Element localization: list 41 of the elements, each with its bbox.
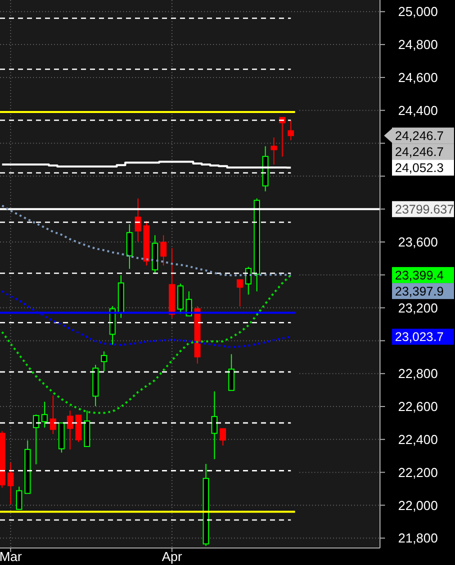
candlestick	[134, 198, 142, 242]
y-tick-label: 24,400	[398, 102, 438, 118]
candlestick	[228, 354, 235, 391]
candlestick	[7, 462, 14, 505]
x-tick-label: Mar	[0, 549, 22, 564]
text: 24,246.7	[395, 129, 444, 144]
candlestick	[177, 283, 184, 314]
candlestick	[160, 234, 167, 266]
candlestick	[126, 224, 133, 270]
ref-line-label: 23799.637	[395, 202, 454, 217]
y-tick-label: 22,000	[398, 498, 438, 513]
y-tick-label: 22,800	[398, 366, 438, 382]
text: 24,052.3	[395, 161, 444, 176]
y-tick-label: 22,600	[398, 399, 438, 414]
text: 23,399.4	[395, 268, 444, 283]
candlestick	[16, 486, 22, 510]
text: 23,397.9	[395, 284, 444, 299]
text: 24,246.7	[395, 145, 444, 160]
candlestick	[270, 137, 277, 165]
candlestick	[50, 394, 56, 434]
y-tick-label: 21,800	[398, 530, 438, 546]
candlestick	[100, 350, 108, 372]
y-tick-label: 25,000	[398, 4, 438, 20]
candlestick	[211, 390, 218, 460]
candlestick	[288, 120, 294, 141]
y-tick-label: 23,600	[398, 234, 438, 250]
y-tick-label: 24,800	[398, 37, 438, 52]
x-tick-label: Apr	[162, 549, 183, 564]
y-tick-label: 22,200	[398, 464, 438, 480]
y-tick-label: 22,400	[398, 432, 438, 447]
candlestick	[220, 428, 226, 446]
line-series	[1, 290, 292, 348]
candlestick	[245, 266, 252, 296]
y-tick-label: 24,600	[398, 70, 438, 86]
candlestick	[236, 279, 244, 307]
y-tick-label: 23,200	[398, 300, 438, 316]
text: 23,023.7	[395, 330, 444, 344]
candlestick	[32, 414, 40, 465]
candlestick	[66, 410, 74, 450]
candlestick	[41, 401, 48, 428]
line-series	[1, 274, 292, 414]
